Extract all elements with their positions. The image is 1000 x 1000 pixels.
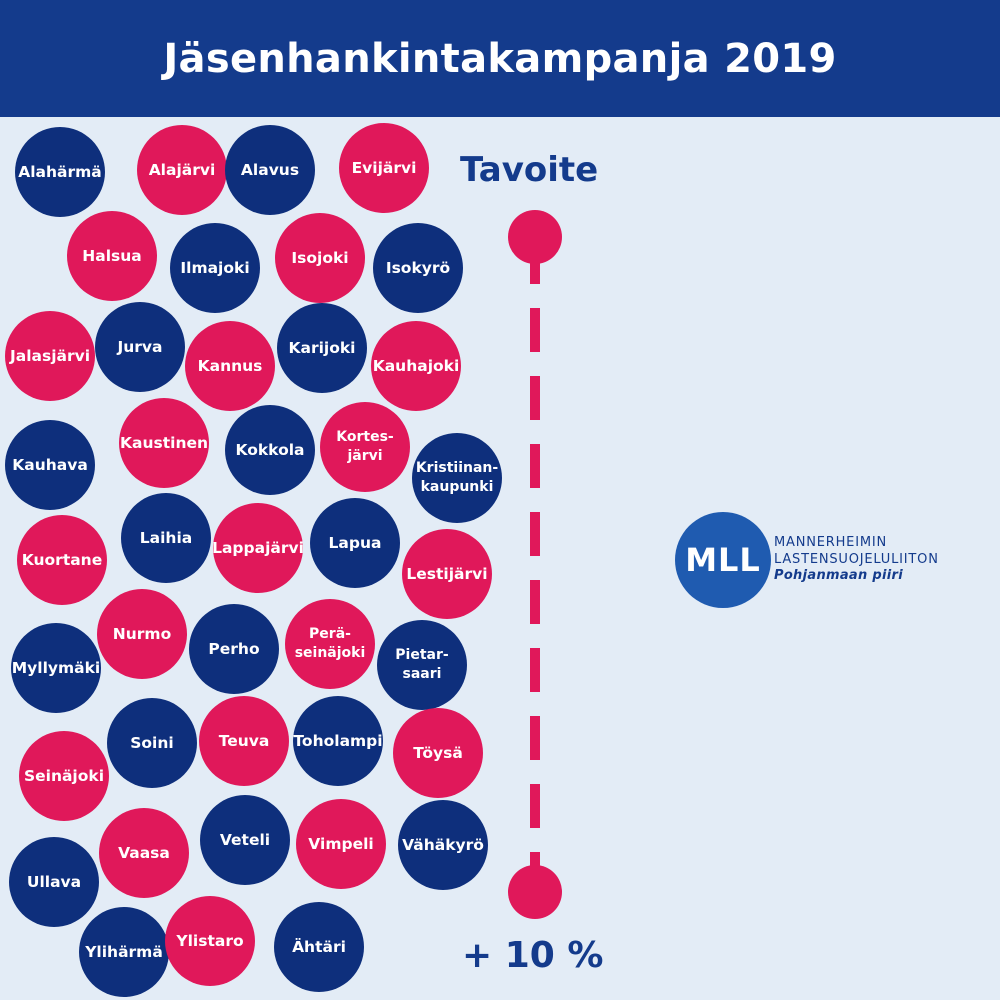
header-banner: Jäsenhankintakampanja 2019 [0, 0, 1000, 117]
municipality-bubble: Kristiinan- kaupunki [412, 433, 502, 523]
goal-target-value: + 10 % [462, 935, 604, 976]
municipality-bubble: Pietar- saari [377, 620, 467, 710]
municipality-bubble: Lestijärvi [402, 529, 492, 619]
municipality-bubble: Seinäjoki [19, 731, 109, 821]
municipality-bubble: Nurmo [97, 589, 187, 679]
municipality-bubble: Isokyrö [373, 223, 463, 313]
municipality-bubble: Vimpeli [296, 799, 386, 889]
municipality-bubble: Evijärvi [339, 123, 429, 213]
mll-logo-text: MANNERHEIMIN LASTENSUOJELULIITON Pohjanm… [774, 535, 939, 586]
logo-line-2: LASTENSUOJELULIITON [774, 551, 939, 567]
page-title: Jäsenhankintakampanja 2019 [163, 35, 837, 82]
municipality-bubble: Kortes- järvi [320, 402, 410, 492]
municipality-bubble: Karijoki [277, 303, 367, 393]
municipality-bubble: Jurva [95, 302, 185, 392]
municipality-bubble: Ylihärmä [79, 907, 169, 997]
municipality-bubble: Kauhajoki [371, 321, 461, 411]
goal-label: Tavoite [460, 150, 599, 190]
municipality-bubble: Töysä [393, 708, 483, 798]
municipality-bubble: Teuva [199, 696, 289, 786]
municipality-bubble: Veteli [200, 795, 290, 885]
municipality-bubble: Ähtäri [274, 902, 364, 992]
municipality-bubble: Ilmajoki [170, 223, 260, 313]
municipality-bubble: Kauhava [5, 420, 95, 510]
municipality-bubble: Kokkola [225, 405, 315, 495]
mll-logo: MLL MANNERHEIMIN LASTENSUOJELULIITON Poh… [675, 512, 939, 608]
goal-progress-line [508, 210, 562, 919]
municipality-bubble: Kaustinen [119, 398, 209, 488]
municipality-bubble: Lappajärvi [212, 503, 304, 593]
municipality-bubble: Vähäkyrö [398, 800, 488, 890]
municipality-bubble: Perä- seinäjoki [285, 599, 375, 689]
municipality-bubble: Kannus [185, 321, 275, 411]
municipality-bubble: Soini [107, 698, 197, 788]
municipality-bubble: Ullava [9, 837, 99, 927]
municipality-bubble: Vaasa [99, 808, 189, 898]
municipality-bubble: Perho [189, 604, 279, 694]
municipality-bubble: Isojoki [275, 213, 365, 303]
municipality-bubble: Kuortane [17, 515, 107, 605]
municipality-bubble: Ylistaro [165, 896, 255, 986]
mll-logo-circle: MLL [675, 512, 771, 608]
municipality-bubble: Jalasjärvi [5, 311, 95, 401]
municipality-bubble: Toholampi [293, 696, 383, 786]
municipality-bubble: Myllymäki [11, 623, 101, 713]
goal-start-marker [508, 865, 562, 919]
municipality-bubble: Alavus [225, 125, 315, 215]
logo-line-3: Pohjanmaan piiri [774, 568, 903, 584]
municipality-bubble: Alahärmä [15, 127, 105, 217]
municipality-bubble: Lapua [310, 498, 400, 588]
municipality-bubble: Laihia [121, 493, 211, 583]
goal-end-marker [508, 210, 562, 264]
logo-line-1: MANNERHEIMIN [774, 534, 888, 550]
municipality-bubble: Halsua [67, 211, 157, 301]
municipality-bubble: Alajärvi [137, 125, 227, 215]
